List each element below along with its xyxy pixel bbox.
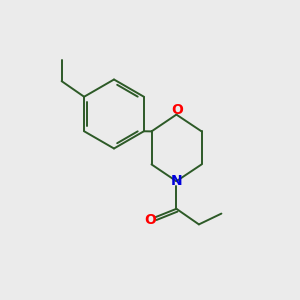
Text: O: O: [144, 213, 156, 226]
Text: N: N: [171, 174, 183, 188]
Text: O: O: [171, 103, 183, 117]
